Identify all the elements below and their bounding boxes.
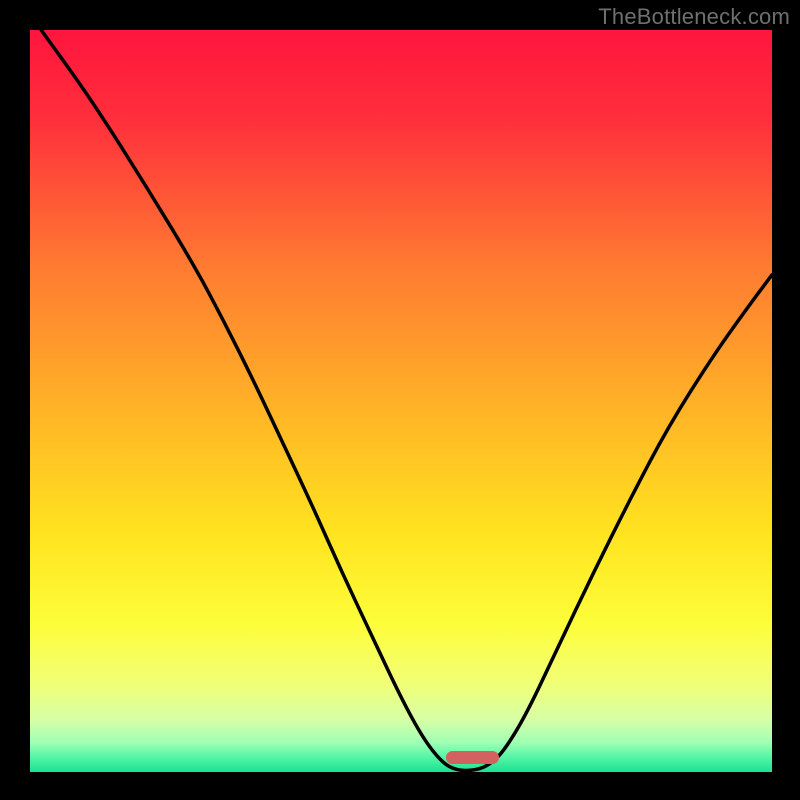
- bottleneck-marker: [446, 751, 499, 764]
- watermark-text: TheBottleneck.com: [598, 4, 790, 30]
- chart-frame: TheBottleneck.com: [0, 0, 800, 800]
- plot-area: [30, 30, 772, 772]
- background-gradient: [30, 30, 772, 772]
